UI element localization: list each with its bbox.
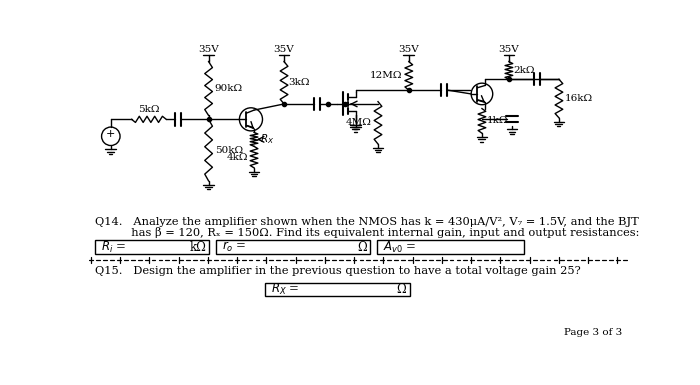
Text: $r_o$ =: $r_o$ = bbox=[222, 240, 246, 254]
Text: 35V: 35V bbox=[398, 45, 419, 54]
Text: Q14.   Analyze the amplifier shown when the NMOS has k = 430μA/V², V₇ = 1.5V, an: Q14. Analyze the amplifier shown when th… bbox=[95, 217, 639, 227]
Text: 90kΩ: 90kΩ bbox=[215, 84, 243, 93]
Text: 3kΩ: 3kΩ bbox=[288, 78, 310, 87]
Text: 1kΩ: 1kΩ bbox=[486, 116, 508, 126]
Text: 35V: 35V bbox=[198, 45, 219, 54]
Text: 50kΩ: 50kΩ bbox=[215, 146, 243, 155]
Text: 4MΩ: 4MΩ bbox=[346, 118, 372, 127]
Text: 16kΩ: 16kΩ bbox=[564, 94, 592, 103]
Text: 12MΩ: 12MΩ bbox=[370, 71, 402, 80]
Text: 5kΩ: 5kΩ bbox=[138, 105, 160, 114]
Text: 4kΩ: 4kΩ bbox=[226, 152, 248, 162]
Text: Ω: Ω bbox=[397, 283, 407, 296]
Text: 35V: 35V bbox=[498, 45, 519, 54]
Bar bbox=[377, 240, 524, 254]
Text: Ω: Ω bbox=[358, 241, 368, 254]
Text: 2kΩ: 2kΩ bbox=[514, 66, 535, 75]
Bar bbox=[265, 283, 410, 296]
Text: has β = 120, Rₓ = 150Ω. Find its equivalent internal gain, input and output resi: has β = 120, Rₓ = 150Ω. Find its equival… bbox=[95, 227, 640, 238]
Bar bbox=[216, 240, 370, 254]
Text: $A_{v0}$ =: $A_{v0}$ = bbox=[383, 239, 416, 255]
Text: +: + bbox=[106, 129, 116, 139]
Bar bbox=[95, 240, 209, 254]
Text: 35V: 35V bbox=[274, 45, 295, 54]
Text: Page 3 of 3: Page 3 of 3 bbox=[564, 328, 622, 337]
Text: kΩ: kΩ bbox=[190, 241, 206, 254]
Text: $R_X$ =: $R_X$ = bbox=[271, 282, 300, 297]
Text: $R_X$: $R_X$ bbox=[260, 132, 274, 146]
Text: Q15.   Design the amplifier in the previous question to have a total voltage gai: Q15. Design the amplifier in the previou… bbox=[95, 266, 581, 276]
Text: $R_i$ =: $R_i$ = bbox=[101, 239, 126, 255]
